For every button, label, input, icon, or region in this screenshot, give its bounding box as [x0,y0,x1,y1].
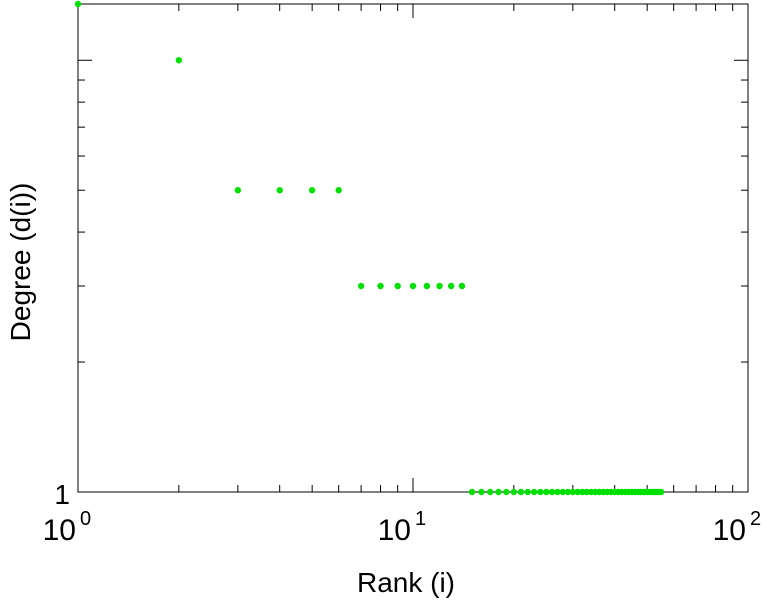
data-point-8 [377,282,384,290]
data-point-16 [478,488,485,496]
data-point-11 [423,282,431,290]
data-point-23 [530,488,538,496]
axis-ticks [77,4,749,492]
y-tick-label-1: 1 [54,479,70,510]
data-point-31 [574,488,581,496]
data-point-55 [657,488,665,496]
x-tick-label-exp-0: 0 [80,508,91,530]
data-point-26 [548,488,556,496]
data-point-27 [554,488,561,496]
data-points [74,0,665,496]
data-point-20 [510,488,518,496]
data-point-32 [579,488,586,496]
x-tick-label-exp-2: 2 [750,508,761,530]
data-point-25 [543,488,550,496]
x-axis-label: Rank (i) [357,567,455,598]
data-point-30 [569,488,577,496]
data-point-3 [234,187,242,194]
x-tick-label-base-2: 10 [713,514,746,547]
x-tick-label-base-1: 10 [378,514,411,547]
data-point-5 [308,187,316,194]
data-point-12 [436,282,443,290]
data-point-1 [74,0,82,8]
data-point-7 [357,282,365,290]
data-point-24 [537,488,544,496]
data-point-28 [559,488,566,496]
data-point-15 [468,488,476,496]
data-point-6 [335,187,342,194]
x-tick-label-base-0: 10 [43,514,76,547]
data-point-13 [447,282,455,290]
data-point-22 [524,488,531,496]
data-point-29 [564,488,572,496]
data-point-2 [175,57,183,64]
plot-frame [77,3,749,493]
data-point-21 [517,488,525,496]
y-axis-label: Degree (d(i)) [5,183,36,342]
data-point-19 [503,488,510,496]
data-point-4 [276,187,283,194]
data-point-14 [458,282,466,290]
data-point-18 [495,488,502,496]
data-point-17 [487,488,494,496]
data-point-9 [394,282,401,290]
data-point-10 [409,282,417,290]
x-tick-label-exp-1: 1 [415,508,426,530]
